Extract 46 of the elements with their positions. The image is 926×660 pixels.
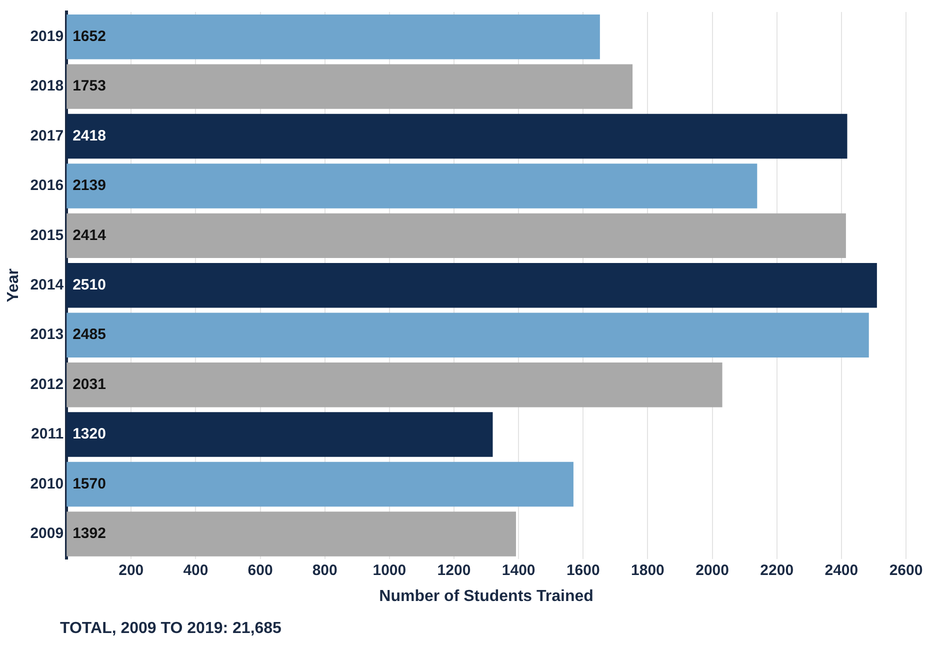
- y-tick-label: 2012: [30, 376, 64, 393]
- x-tick-label: 1200: [437, 562, 471, 579]
- y-tick-label: 2009: [30, 525, 64, 542]
- y-tick-label: 2013: [30, 326, 64, 344]
- x-tick-label: 2200: [760, 562, 794, 579]
- data-label: 2418: [72, 127, 106, 144]
- y-tick-label: 2018: [30, 78, 64, 95]
- y-tick-label: 2016: [30, 177, 64, 194]
- x-tick-label: 2000: [696, 562, 729, 579]
- text: TOTAL, 2009 TO 2019: 21,685: [60, 620, 282, 638]
- x-tick-label: 1400: [502, 562, 536, 579]
- data-label: 1753: [72, 78, 106, 95]
- data-label: 1570: [72, 475, 106, 492]
- y-tick-label: 2019: [30, 28, 64, 45]
- x-tick-label: 1800: [631, 562, 664, 579]
- data-label: 2485: [72, 326, 106, 344]
- data-label: 1652: [72, 28, 106, 45]
- data-label: 1320: [72, 426, 106, 443]
- x-tick-label: 2400: [824, 562, 858, 579]
- bar: [66, 164, 758, 208]
- x-tick-label: 200: [118, 562, 144, 579]
- y-tick-label: 2014: [30, 276, 64, 294]
- x-tick-label: 600: [248, 562, 273, 579]
- data-label: 1392: [72, 525, 106, 542]
- x-tick-label: 1600: [566, 562, 600, 579]
- bar: [66, 64, 633, 109]
- y-tick-label: 2017: [30, 127, 64, 144]
- data-label: 2031: [72, 376, 106, 393]
- y-tick-label: 2015: [30, 226, 64, 244]
- y-axis-title: Year: [5, 268, 22, 302]
- y-tick-label: 2010: [30, 475, 64, 492]
- x-tick-label: 800: [312, 562, 338, 579]
- x-tick-label: 1000: [372, 562, 406, 579]
- bar: [66, 14, 600, 60]
- bar: [66, 512, 516, 556]
- data-label: 2414: [72, 226, 107, 244]
- x-axis-title: Number of Students Trained: [379, 588, 594, 605]
- bar: [66, 312, 869, 358]
- x-tick-label: 2600: [889, 562, 923, 579]
- data-label: 2510: [72, 276, 106, 294]
- bar: [66, 213, 846, 258]
- bar: [66, 462, 574, 507]
- data-label: 2139: [72, 177, 106, 194]
- y-tick-label: 2011: [31, 426, 64, 443]
- bar: [66, 362, 722, 408]
- x-tick-label: 400: [183, 562, 208, 579]
